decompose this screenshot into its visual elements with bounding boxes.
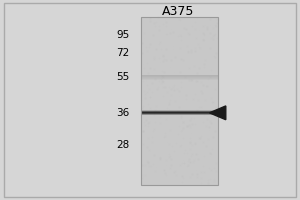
Text: A375: A375 <box>162 5 194 18</box>
Bar <box>141 17 218 185</box>
Bar <box>141 110 218 111</box>
Bar <box>141 78 218 79</box>
Text: 55: 55 <box>116 72 129 82</box>
FancyBboxPatch shape <box>141 17 218 185</box>
Bar <box>141 114 218 115</box>
Text: 28: 28 <box>116 140 129 150</box>
Text: 72: 72 <box>116 48 129 58</box>
Bar <box>141 113 218 114</box>
Bar <box>141 76 218 77</box>
Bar <box>141 77 218 78</box>
Polygon shape <box>209 106 226 120</box>
Bar <box>141 75 218 76</box>
Text: 95: 95 <box>116 30 129 40</box>
Bar <box>141 111 218 112</box>
Bar <box>141 79 218 80</box>
Text: 36: 36 <box>116 108 129 118</box>
Bar <box>141 112 218 113</box>
